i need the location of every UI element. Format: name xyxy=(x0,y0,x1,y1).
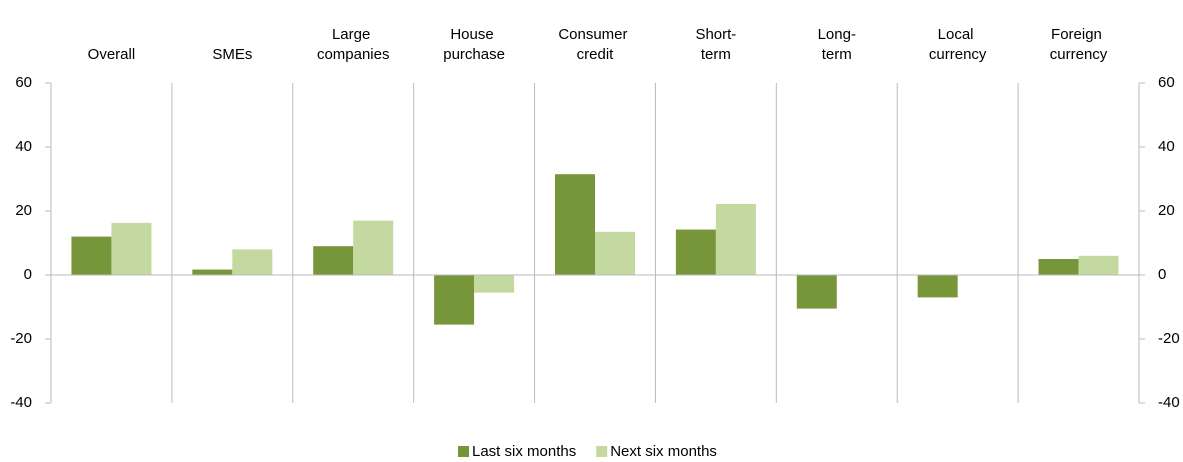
bar xyxy=(715,203,756,275)
x-tick-label-line: currency xyxy=(929,46,987,63)
x-tick-label: Foreign currency xyxy=(1050,26,1108,63)
y-tick-label: 60 xyxy=(15,74,32,91)
bar xyxy=(232,249,273,275)
bar xyxy=(192,269,233,275)
bar xyxy=(313,246,354,275)
legend-swatch xyxy=(458,446,469,457)
x-tick-label-line: Long- xyxy=(818,26,856,43)
x-tick-label-line: Local xyxy=(938,26,978,43)
y-tick-label: 20 xyxy=(15,202,32,219)
bar xyxy=(595,231,635,275)
x-tick-label-line: Consumer xyxy=(558,26,631,43)
y-tick-label: 40 xyxy=(15,138,32,155)
x-tick-label: SMEs xyxy=(212,46,252,63)
x-tick-label: Consumer credit xyxy=(558,26,631,63)
x-tick-label-line: purchase xyxy=(443,46,505,63)
x-tick-label: House purchase xyxy=(443,26,505,63)
bar xyxy=(1078,255,1119,275)
x-tick-label-line: credit xyxy=(577,46,615,63)
legend-label: Next six months xyxy=(610,443,717,460)
y-tick-label: -20 xyxy=(10,330,32,347)
bar xyxy=(675,229,716,275)
legend-swatch xyxy=(596,446,608,457)
x-tick-label-line: companies xyxy=(317,46,390,63)
x-tick-label-line: Short- xyxy=(695,26,736,43)
y2-tick-label: -20 xyxy=(1158,330,1180,347)
y2-tick-label: 20 xyxy=(1158,202,1175,219)
bar xyxy=(1038,259,1079,275)
legend-label: Last six months xyxy=(472,443,576,460)
x-tick-label: Overall xyxy=(88,46,136,63)
x-tick-label-line: term xyxy=(701,46,731,63)
x-tick-label: Long-term xyxy=(818,26,856,63)
x-tick-label: Large companies xyxy=(317,26,390,63)
bar xyxy=(917,275,958,298)
y-tick-label: -40 xyxy=(10,394,32,411)
bar xyxy=(353,220,394,275)
x-tick-label-line: House xyxy=(450,26,498,43)
x-tick-label: Short-term xyxy=(695,26,736,63)
y-tick-label: 0 xyxy=(24,266,32,283)
bar xyxy=(555,174,595,275)
bar xyxy=(796,275,837,309)
bar xyxy=(111,222,152,275)
bar xyxy=(71,236,112,275)
y2-tick-label: 0 xyxy=(1158,266,1166,283)
x-tick-label-line: currency xyxy=(1050,46,1108,63)
bar xyxy=(434,275,475,325)
y2-tick-label: 40 xyxy=(1158,138,1175,155)
x-tick-label-line: term xyxy=(822,46,852,63)
y2-tick-label: 60 xyxy=(1158,74,1175,91)
y2-tick-label: -40 xyxy=(1158,394,1180,411)
x-tick-label-line: Foreign xyxy=(1051,26,1106,43)
x-tick-label: Local currency xyxy=(929,26,987,63)
bar xyxy=(474,275,515,293)
x-tick-label-line: Large xyxy=(332,26,375,43)
